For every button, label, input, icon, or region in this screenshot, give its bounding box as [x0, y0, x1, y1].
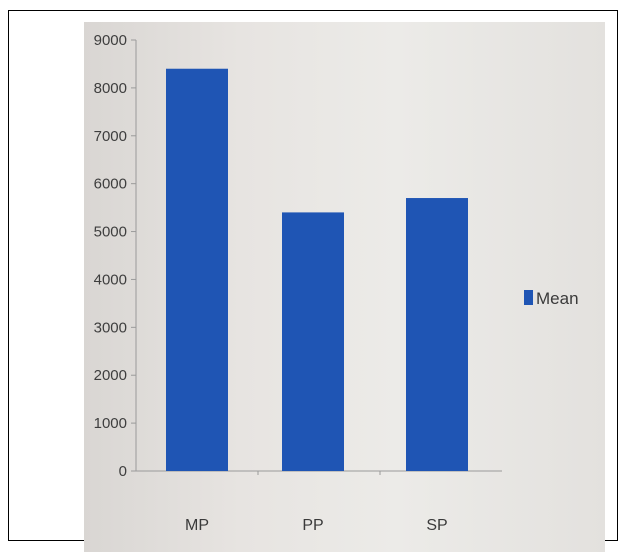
y-tick-label: 3000 [94, 319, 127, 336]
category-label-mp: MP [185, 517, 209, 534]
y-tick-label: 9000 [94, 32, 127, 49]
bar-chart: 0 1000 2000 3000 4000 5000 6000 7000 8000 9000 MP… [94, 32, 579, 534]
bar-sp [406, 198, 468, 472]
y-tick-label: 5000 [94, 224, 127, 241]
bar-pp [282, 212, 344, 471]
y-tick-label: 0 [119, 463, 127, 480]
y-tick-label: 4000 [94, 271, 127, 288]
category-labels: MP PP SP [185, 517, 448, 534]
y-tick-label: 2000 [94, 367, 127, 384]
legend-label-mean: Mean [536, 289, 579, 308]
image-frame: 0 1000 2000 3000 4000 5000 6000 7000 8000 9000 MP… [8, 10, 618, 552]
bar-mp [166, 68, 228, 471]
category-label-pp: PP [302, 517, 323, 534]
category-label-sp: SP [426, 517, 447, 534]
y-tick-label: 7000 [94, 128, 127, 145]
legend-swatch-mean [524, 290, 533, 305]
legend: Mean [524, 289, 579, 308]
y-tick-label: 1000 [94, 415, 127, 432]
y-axis: 0 1000 2000 3000 4000 5000 6000 7000 8000 9000 [94, 32, 137, 480]
y-tick-label: 8000 [94, 80, 127, 97]
chart-photo: 0 1000 2000 3000 4000 5000 6000 7000 8000 9000 MP… [84, 22, 605, 552]
x-axis [136, 470, 502, 475]
y-tick-label: 6000 [94, 176, 127, 193]
bars [166, 68, 468, 472]
